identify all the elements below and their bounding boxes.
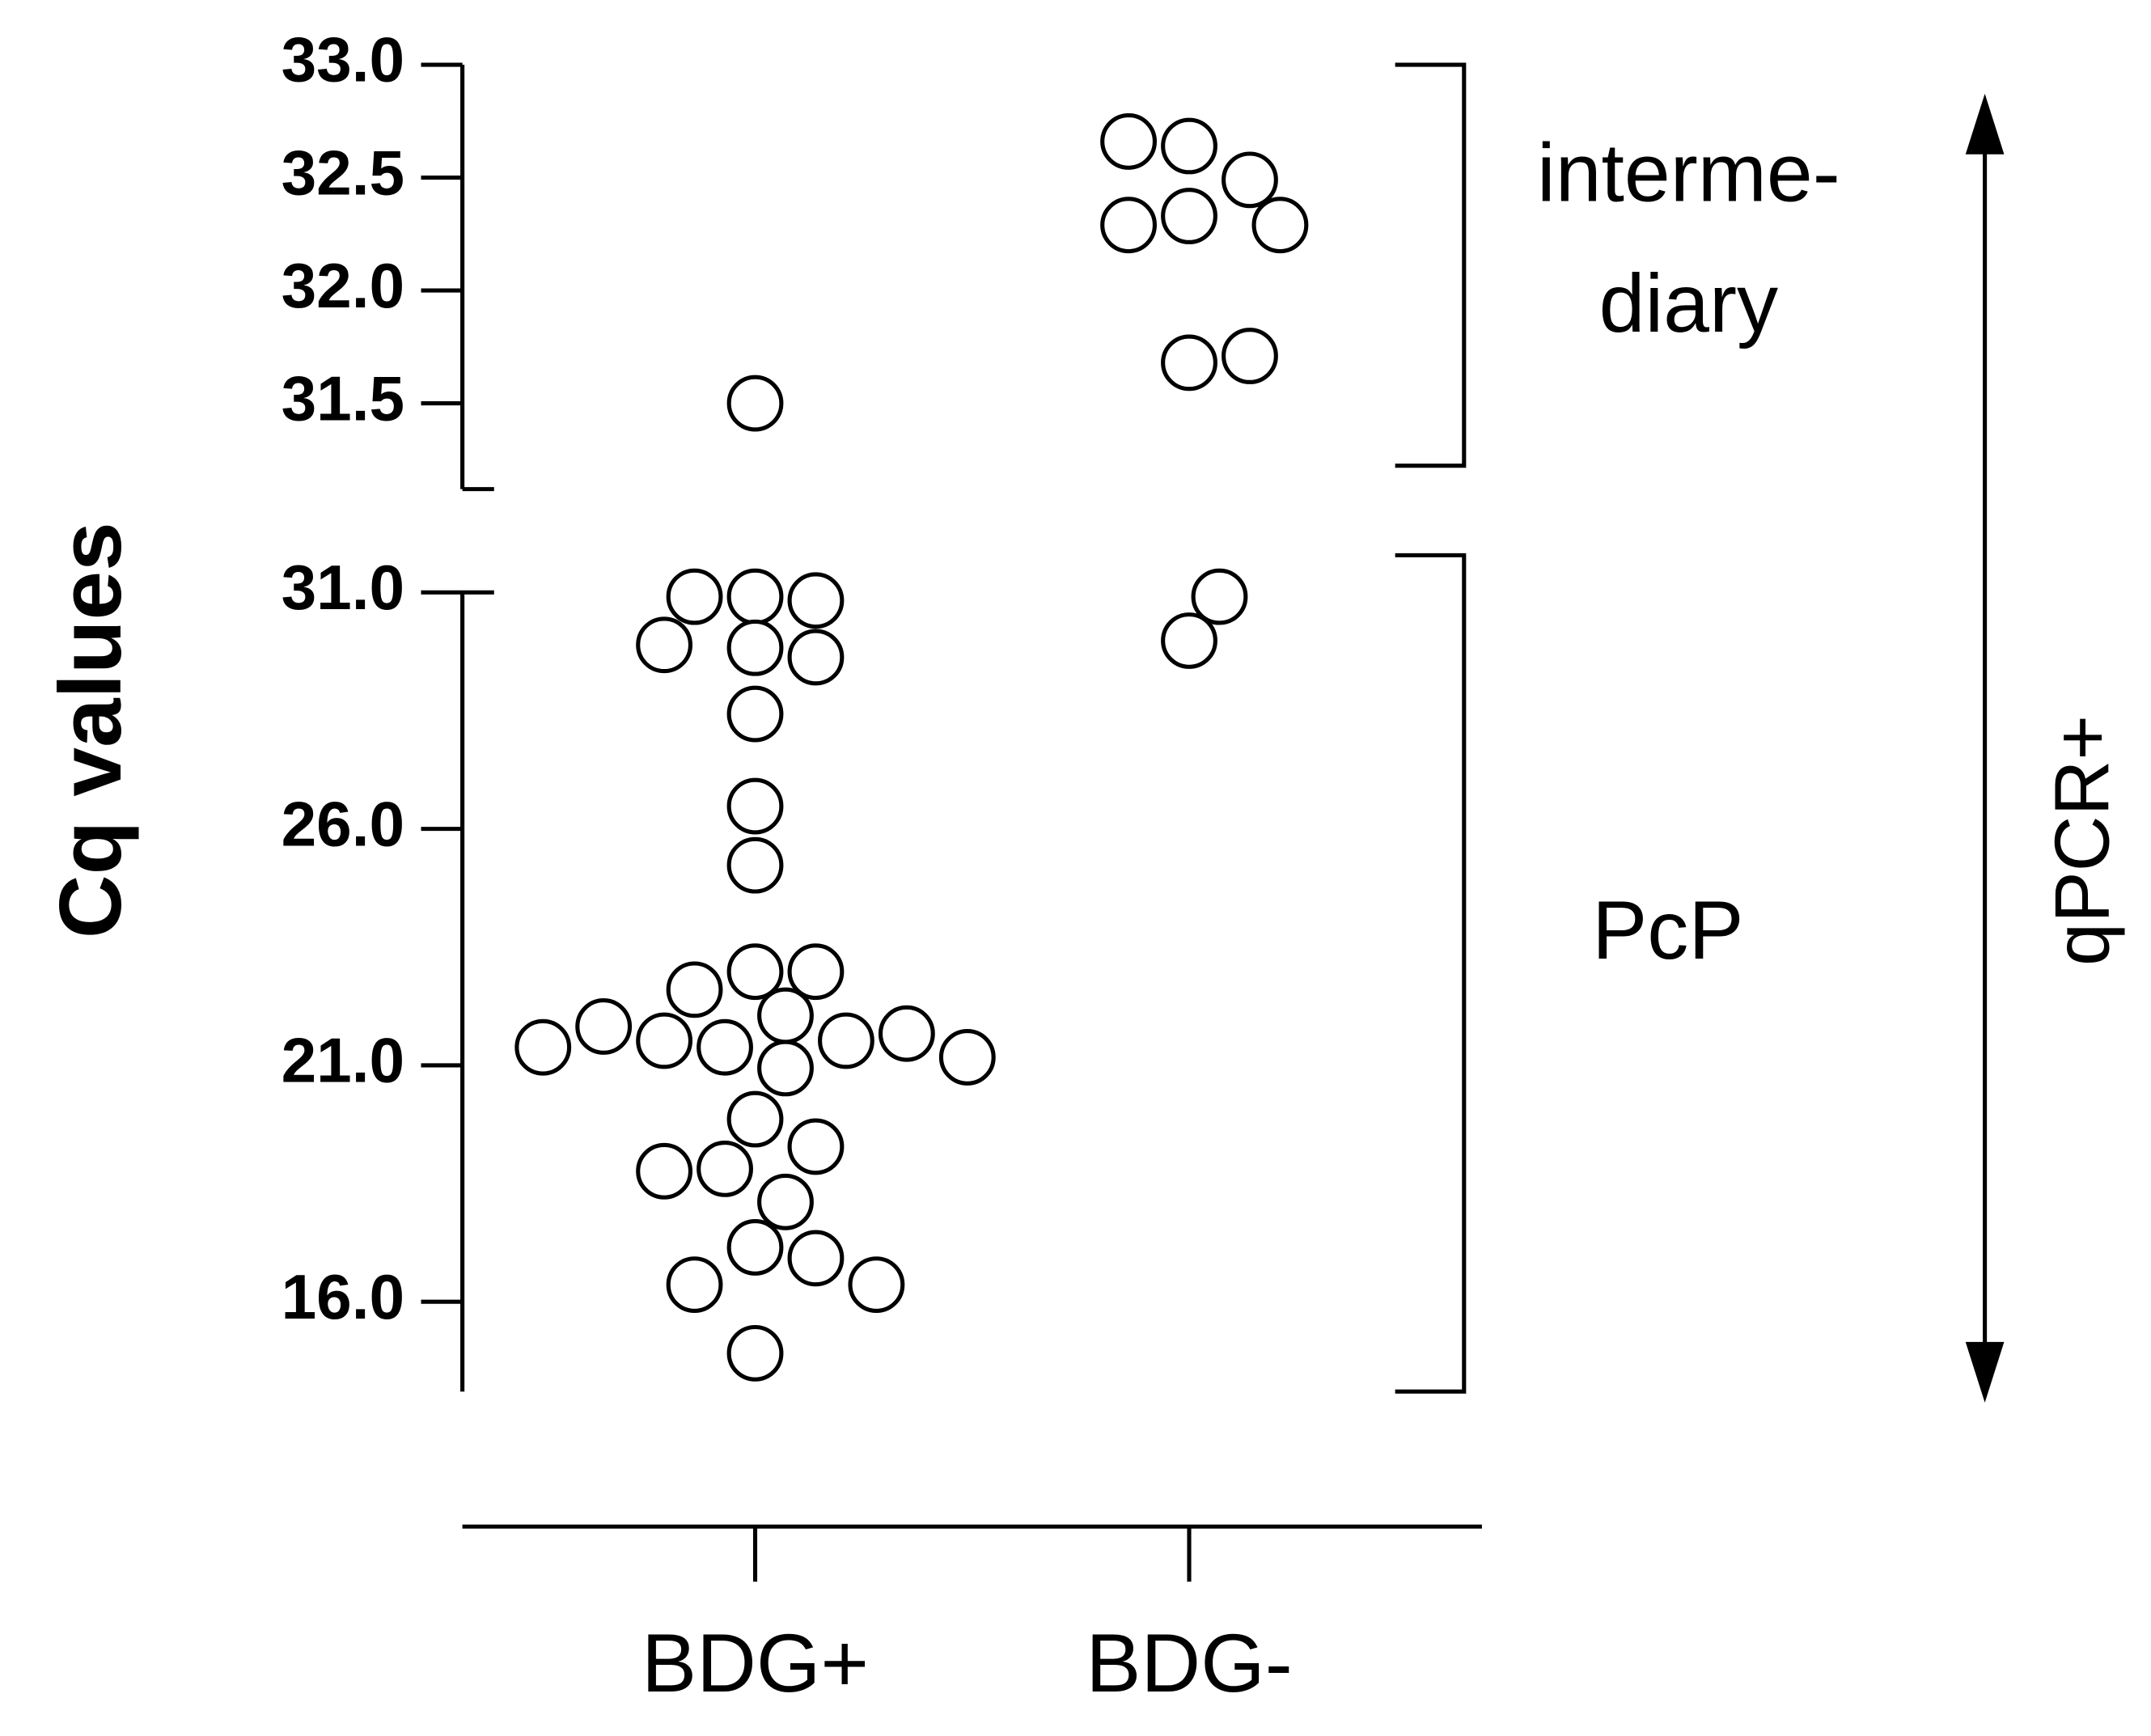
- point: [726, 777, 784, 835]
- arrow-head: [1965, 93, 2005, 155]
- point: [818, 1012, 874, 1069]
- y-tick-label: 26.0: [282, 788, 404, 859]
- annotation: interme-: [1537, 125, 1840, 218]
- point: [787, 943, 845, 1001]
- y-tick-label: 31.5: [282, 362, 404, 434]
- point: [1100, 113, 1157, 170]
- arrow-head: [1965, 1341, 2005, 1403]
- point: [1191, 568, 1248, 625]
- point: [666, 568, 723, 625]
- point: [726, 836, 784, 894]
- point: [636, 1142, 693, 1200]
- x-tick-label: BDG-: [1086, 1616, 1292, 1709]
- bracket: [1395, 62, 1467, 468]
- y-tick-label: 16.0: [282, 1261, 404, 1332]
- point: [726, 1324, 784, 1382]
- point: [1161, 612, 1217, 669]
- point: [726, 375, 784, 432]
- annotation: diary: [1599, 256, 1779, 349]
- y-axis-label: Cq values: [41, 522, 140, 938]
- point: [726, 943, 784, 1001]
- point: [697, 1140, 753, 1197]
- point: [757, 1039, 814, 1097]
- bracket: [1395, 553, 1467, 1394]
- point: [1100, 197, 1157, 254]
- point: [1161, 334, 1217, 392]
- point: [726, 685, 784, 743]
- point: [1222, 151, 1278, 209]
- point: [848, 1256, 905, 1314]
- annotation: PcP: [1592, 883, 1743, 976]
- point: [1222, 328, 1278, 384]
- point: [757, 1173, 814, 1230]
- point: [514, 1018, 572, 1076]
- point: [787, 1118, 845, 1175]
- point: [726, 568, 784, 625]
- point: [1251, 197, 1309, 254]
- point: [787, 572, 845, 629]
- y-tick-label: 32.0: [282, 250, 404, 321]
- point: [757, 987, 814, 1044]
- point: [697, 1018, 753, 1076]
- point: [726, 1090, 784, 1148]
- point: [726, 1219, 784, 1276]
- point: [636, 1012, 693, 1069]
- point: [938, 1029, 996, 1086]
- y-tick-label: 21.0: [282, 1025, 404, 1096]
- point: [878, 1005, 935, 1062]
- point: [1161, 117, 1217, 175]
- point: [575, 998, 633, 1055]
- point: [787, 1230, 845, 1287]
- point: [787, 629, 845, 686]
- y-tick-label: 33.0: [282, 24, 404, 95]
- point: [1161, 188, 1217, 244]
- point: [666, 1256, 723, 1314]
- point: [726, 619, 784, 676]
- x-tick-label: BDG+: [641, 1616, 869, 1709]
- point: [636, 616, 693, 674]
- annotation: qPCR+: [2040, 715, 2126, 966]
- point: [666, 961, 723, 1018]
- y-tick-label: 32.5: [282, 137, 404, 208]
- y-tick-label: 31.0: [282, 552, 404, 623]
